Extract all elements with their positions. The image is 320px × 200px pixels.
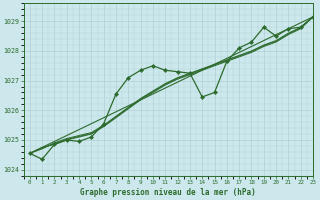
X-axis label: Graphe pression niveau de la mer (hPa): Graphe pression niveau de la mer (hPa) [80,188,256,197]
